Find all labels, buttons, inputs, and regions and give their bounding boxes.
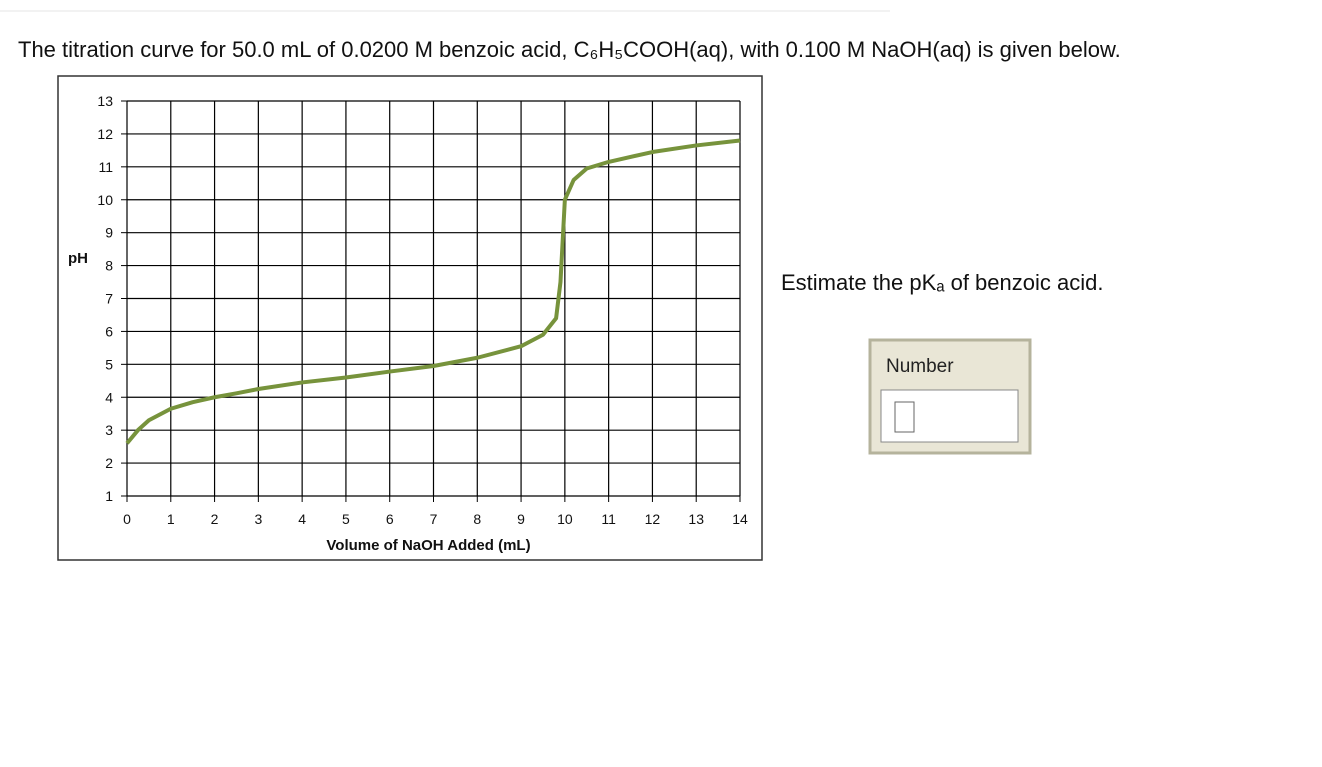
x-tick-label: 9 — [517, 511, 525, 527]
y-tick-label: 11 — [98, 159, 113, 175]
x-tick-label: 14 — [732, 511, 748, 527]
y-tick-label: 4 — [105, 389, 113, 405]
prompt-text: Estimate the pKₐ of benzoic acid. — [781, 270, 1103, 295]
x-tick-label: 4 — [298, 511, 306, 527]
y-tick-label: 7 — [105, 291, 113, 307]
answer-label: Number — [886, 356, 954, 377]
x-tick-label: 8 — [473, 511, 481, 527]
x-tick-label: 11 — [601, 511, 616, 527]
question-text: The titration curve for 50.0 mL of 0.020… — [18, 37, 1121, 62]
x-tick-label: 3 — [254, 511, 262, 527]
y-tick-label: 2 — [105, 455, 113, 471]
chart-frame — [57, 75, 763, 561]
y-axis-label: pH — [68, 250, 88, 267]
x-axis-label: Volume of NaOH Added (mL) — [326, 537, 530, 554]
x-tick-label: 13 — [688, 511, 704, 527]
x-tick-label: 1 — [167, 511, 175, 527]
x-tick-label: 5 — [342, 511, 350, 527]
x-tick-label: 10 — [557, 511, 573, 527]
x-tick-label: 0 — [123, 511, 131, 527]
x-tick-label: 6 — [386, 511, 394, 527]
y-tick-label: 10 — [97, 192, 113, 208]
x-tick-label: 2 — [211, 511, 219, 527]
y-tick-label: 3 — [105, 422, 113, 438]
x-tick-label: 7 — [430, 511, 438, 527]
y-tick-label: 8 — [105, 258, 113, 274]
data-line — [125, 138, 741, 445]
input-cursor-box — [894, 401, 915, 433]
y-tick-label: 13 — [97, 93, 113, 109]
y-tick-label: 12 — [97, 126, 113, 142]
x-tick-label: 12 — [645, 511, 661, 527]
y-tick-label: 5 — [105, 356, 113, 372]
y-tick-label: 6 — [105, 323, 113, 339]
y-tick-label: 9 — [105, 225, 113, 241]
y-tick-label: 1 — [105, 488, 113, 504]
